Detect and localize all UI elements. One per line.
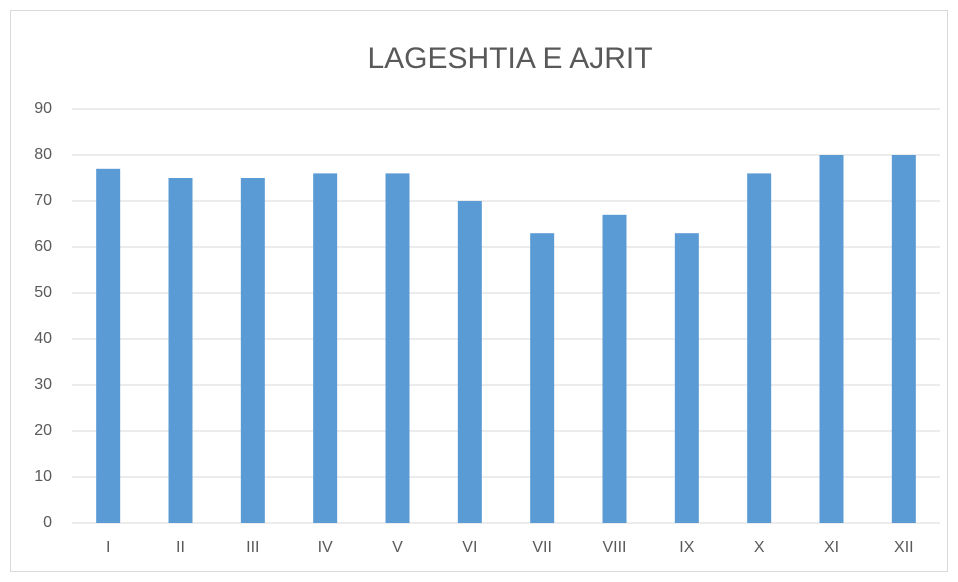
bar [674,233,699,523]
x-tick-label: VI [462,539,477,556]
y-tick-label: 50 [34,284,52,301]
x-tick-label: IX [679,539,694,556]
bar [602,214,627,524]
y-tick-label: 10 [34,468,52,485]
bar [747,173,772,523]
x-tick-label: XI [824,539,839,556]
x-tick-label: V [392,539,403,556]
y-tick-label: 0 [43,514,52,531]
x-tick-label: XII [894,539,914,556]
bar [96,168,121,524]
y-tick-label: 60 [34,238,52,255]
bar [168,178,193,523]
y-tick-label: 70 [34,192,52,209]
y-tick-label: 20 [34,422,52,439]
x-tick-label: IV [318,539,333,556]
bar [819,155,844,523]
bar [240,178,265,523]
x-tick-label: II [176,539,185,556]
x-tick-label: VII [532,539,552,556]
bar [313,173,338,523]
chart-title: LAGESHTIA E AJRIT [367,42,652,75]
x-tick-label: III [246,539,259,556]
bar [457,201,482,523]
y-tick-label: 80 [34,146,52,163]
y-tick-label: 30 [34,376,52,393]
x-tick-label: X [754,539,765,556]
x-tick-label: VIII [602,539,626,556]
x-tick-label: I [106,539,110,556]
bar [891,155,916,523]
y-tick-label: 40 [34,330,52,347]
bar [385,173,410,523]
bar [530,233,555,523]
y-tick-label: 90 [34,100,52,117]
